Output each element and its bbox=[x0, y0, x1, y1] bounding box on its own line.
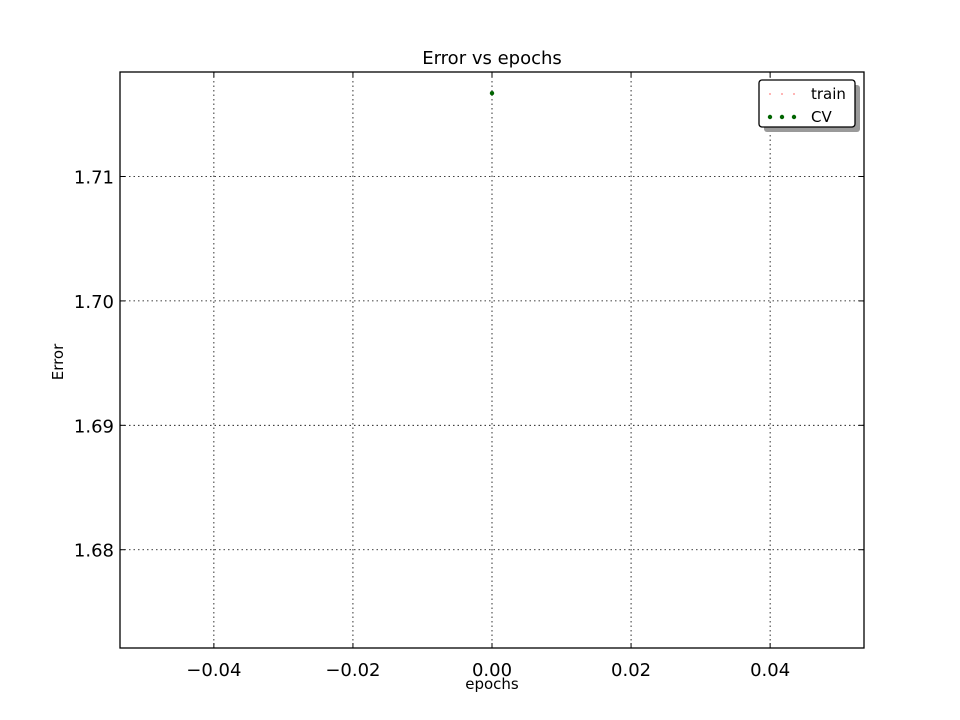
y-tick-label: 1.69 bbox=[74, 416, 114, 437]
y-axis-label: Error bbox=[49, 343, 67, 380]
axis-ticks: −0.04 −0.02 0.00 0.02 0.04 1.68 1.69 1.70 1.71 bbox=[74, 72, 864, 681]
x-tick-label: 0.00 bbox=[472, 660, 512, 681]
legend-marker-cv bbox=[779, 114, 785, 120]
legend-label-train: train bbox=[811, 85, 846, 103]
x-tick-label: −0.04 bbox=[186, 660, 241, 681]
legend-marker-cv bbox=[767, 114, 773, 120]
x-tick-label: 0.04 bbox=[750, 660, 790, 681]
grid-lines bbox=[120, 72, 864, 648]
legend-marker-cv bbox=[791, 114, 797, 120]
y-tick-label: 1.71 bbox=[74, 168, 114, 189]
y-tick-label: 1.70 bbox=[74, 292, 114, 313]
chart-title: Error vs epochs bbox=[422, 48, 562, 69]
legend-marker-train bbox=[781, 93, 783, 95]
x-axis-label: epochs bbox=[465, 675, 519, 693]
legend-marker-train bbox=[769, 93, 771, 95]
x-tick-label: 0.02 bbox=[611, 660, 651, 681]
data-points bbox=[489, 90, 495, 96]
data-point-cv bbox=[489, 90, 495, 96]
x-tick-label: −0.02 bbox=[325, 660, 380, 681]
legend-marker-train bbox=[793, 93, 795, 95]
legend: train CV bbox=[758, 79, 860, 132]
y-tick-label: 1.68 bbox=[74, 541, 114, 562]
legend-label-cv: CV bbox=[811, 108, 832, 126]
